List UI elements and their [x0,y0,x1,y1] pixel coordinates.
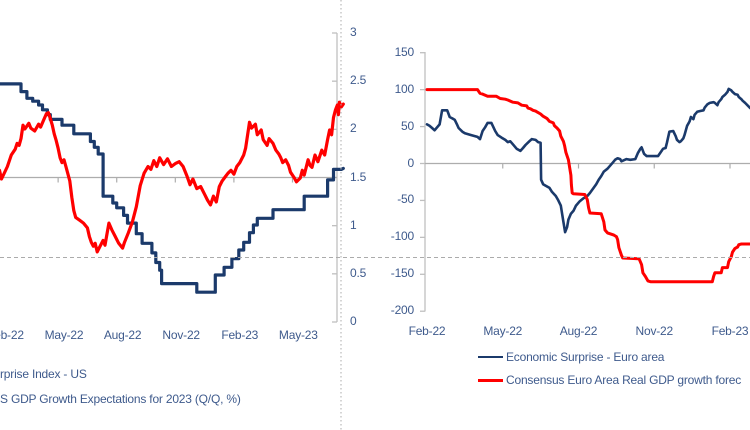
y-axis-tick-label: -200 [390,303,414,318]
legend-item-euro-gdp-forecast: Consensus Euro Area Real GDP growth fore… [478,373,741,387]
y-axis-tick-label: 50 [401,118,414,133]
us-gdp-line [0,100,345,254]
us-surprise-line [0,82,345,294]
legend-label: Economic Surprise - Euro area [506,350,665,364]
y-axis-tick-label: 0 [407,155,415,170]
x-axis-tick-label: Feb-23 [221,328,259,342]
euro-gdp-line [425,88,750,284]
legend-label: Consensus Euro Area Real GDP growth fore… [506,373,742,387]
legend-line-swatch-red [478,378,503,382]
y-axis-tick-label: 1 [350,217,357,232]
legend-item-us-surprise-index: rprise Index - US [0,367,87,381]
x-axis-tick-label: May-23 [278,328,318,342]
y-axis-tick-label: 0 [350,314,357,328]
y-axis-tick-label: 3 [350,25,357,39]
y-axis-tick-label: 100 [394,81,415,96]
x-axis-tick-label: Nov-22 [635,324,674,338]
y-axis-tick-label: 1.5 [350,169,367,184]
y-axis-tick-label: 2 [350,121,357,136]
x-axis-tick-label: Feb-23 [711,324,749,338]
legend-label: rprise Index - US [0,367,87,381]
legend-item-euro-surprise: Economic Surprise - Euro area [478,350,664,364]
y-axis-tick-label: 150 [394,44,415,59]
y-axis-tick-label: 2.5 [350,73,367,88]
x-axis-tick-label: Nov-22 [162,328,200,342]
euro-surprise-line [425,87,750,234]
us-chart [0,32,345,323]
y-axis-tick-label: 0.5 [350,265,367,280]
x-axis-tick-label: Feb-22 [0,328,24,342]
x-axis-tick-label: May-22 [483,324,523,338]
x-axis-tick-label: Feb-22 [408,324,446,338]
euro-area-chart [420,52,750,312]
legend-item-us-gdp-expectations: S GDP Growth Expectations for 2023 (Q/Q,… [0,392,241,406]
x-axis-tick-label: May-22 [44,328,84,342]
x-axis-tick-label: Aug-22 [103,328,142,342]
y-axis-tick-label: -150 [390,266,414,281]
y-axis-tick-label: -50 [397,192,414,207]
x-axis-tick-label: Aug-22 [559,324,598,338]
legend-label: S GDP Growth Expectations for 2023 (Q/Q,… [0,392,241,406]
legend-line-swatch-navy [478,355,503,359]
y-axis-tick-label: -100 [390,229,414,244]
